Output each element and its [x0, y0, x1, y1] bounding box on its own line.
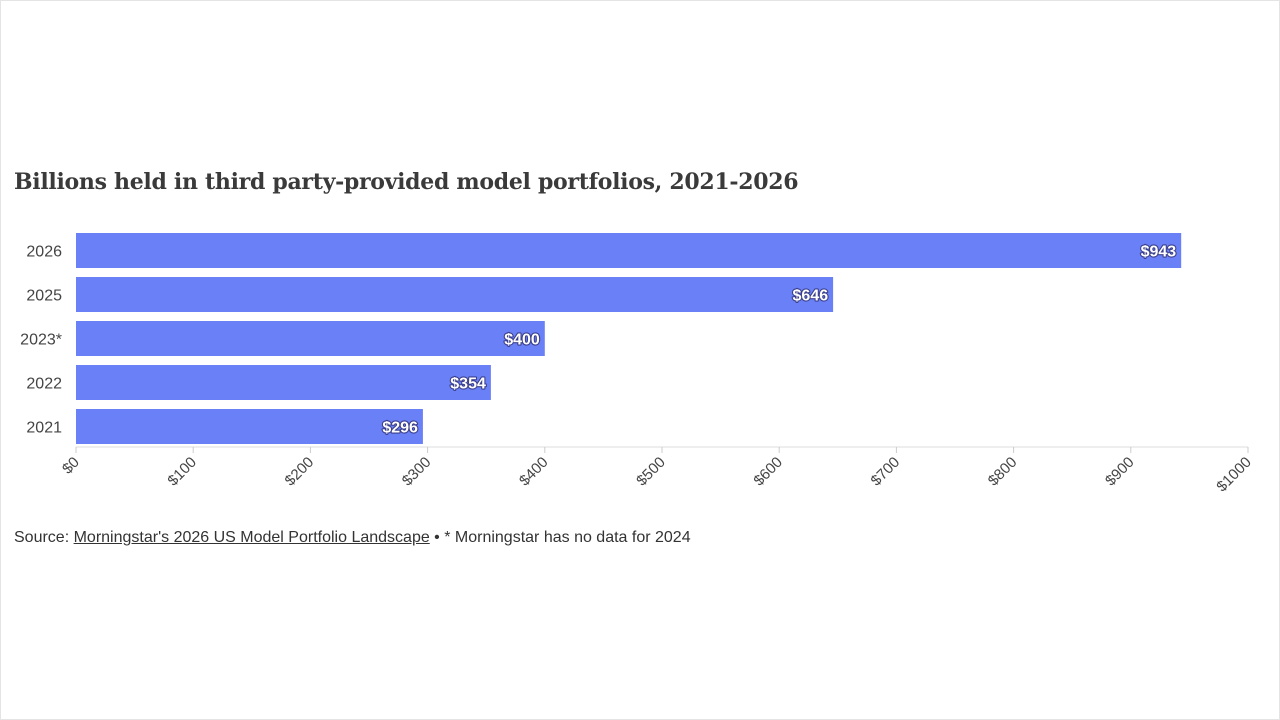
bar	[76, 321, 545, 356]
x-tick-label: $800	[985, 454, 1021, 490]
category-label: 2026	[26, 244, 62, 261]
x-tick-label: $300	[399, 454, 435, 490]
chart-title: Billions held in third party-provided mo…	[14, 169, 799, 195]
x-tick-label: $200	[282, 454, 318, 490]
bar	[76, 233, 1182, 268]
x-tick-label: $500	[633, 454, 669, 490]
bar	[76, 409, 423, 444]
category-label: 2023*	[20, 332, 62, 349]
x-tick-label: $700	[868, 454, 904, 490]
x-tick-label: $900	[1102, 454, 1138, 490]
x-tick-label: $400	[516, 454, 552, 490]
bar-value-label: $296	[382, 420, 418, 437]
category-label: 2022	[26, 376, 62, 393]
bar-value-label: $354	[450, 376, 486, 393]
source-link[interactable]: Morningstar's 2026 US Model Portfolio La…	[73, 529, 430, 546]
x-tick-label: $100	[164, 454, 200, 490]
x-tick-label: $1000	[1213, 454, 1255, 496]
category-label: 2025	[26, 288, 62, 305]
source-note: Source: Morningstar's 2026 US Model Port…	[14, 529, 691, 547]
bar-value-label: $646	[793, 288, 829, 305]
bar	[76, 365, 491, 400]
x-tick-label: $0	[59, 454, 83, 478]
bar-value-label: $400	[504, 332, 540, 349]
source-prefix: Source:	[14, 529, 74, 546]
x-tick-label: $600	[750, 454, 786, 490]
bar-value-label: $943	[1141, 244, 1177, 261]
bar	[76, 277, 834, 312]
category-label: 2021	[26, 420, 62, 437]
source-footnote: • * Morningstar has no data for 2024	[429, 529, 691, 546]
